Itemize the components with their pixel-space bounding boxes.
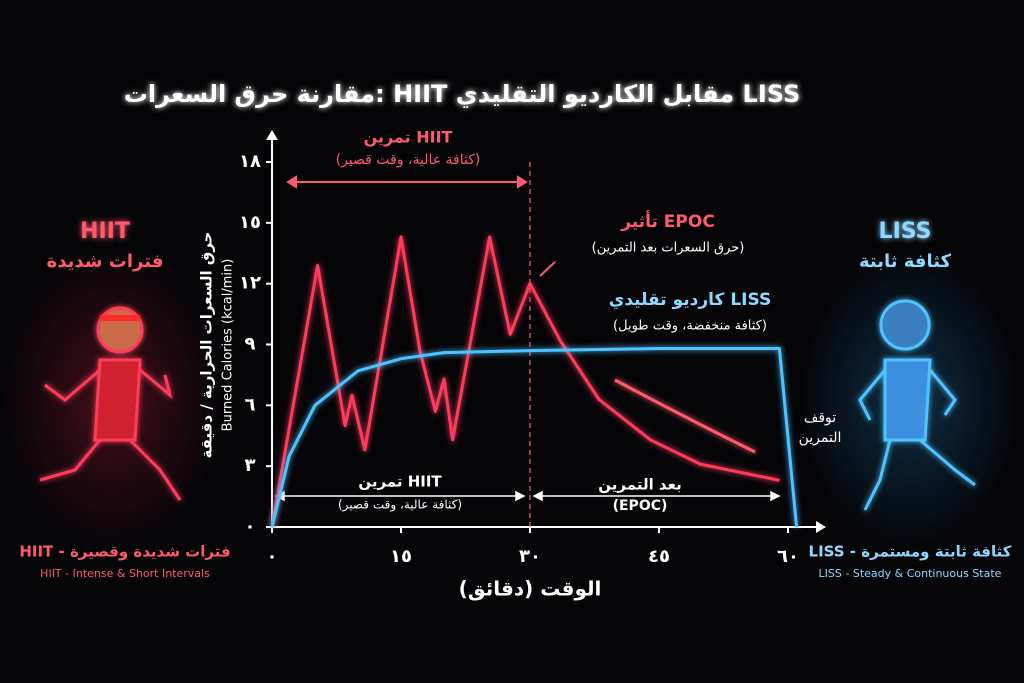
x-axis-arrow bbox=[816, 521, 826, 533]
annotation: تمرين HIIT bbox=[364, 128, 453, 147]
panel-title: LISS bbox=[879, 219, 932, 244]
y-tick-label: ٩ bbox=[245, 334, 256, 355]
annotation: تأثير EPOC bbox=[620, 210, 715, 232]
panel-caption: LISS - كثافة ثابتة ومستمرة bbox=[809, 543, 1012, 561]
y-axis-label: حرق السعرات الحرارية / دقيقة bbox=[198, 232, 216, 459]
pointer-arrow bbox=[539, 261, 556, 277]
x-tick-label: ١٥ bbox=[390, 546, 412, 567]
y-axis-label-en: Burned Calories (kcal/min) bbox=[221, 259, 236, 432]
panel-subtitle: كثافة ثابتة bbox=[859, 251, 952, 272]
annotation: التمرين bbox=[799, 430, 842, 446]
annotation: بعد التمرين bbox=[598, 476, 681, 494]
runner-liss bbox=[858, 299, 976, 511]
panel-title: HIIT bbox=[80, 219, 130, 244]
x-tick-label: ٠ bbox=[267, 546, 278, 567]
panel-caption: HIIT - فترات شديدة وقصيرة bbox=[19, 543, 230, 561]
y-tick-label: ١٥ bbox=[239, 212, 261, 233]
range-arrow bbox=[286, 175, 528, 189]
annotation: (كثافة منخفضة، وقت طويل) bbox=[613, 319, 767, 334]
annotation: (كثافة عالية، وقت قصير) bbox=[338, 498, 462, 513]
annotation: توقف bbox=[804, 410, 836, 426]
y-tick-label: ١٨ bbox=[239, 151, 261, 172]
annotation: (EPOC) bbox=[613, 498, 668, 514]
chart-title: مقارنة حرق السعرات: HIIT مقابل الكارديو … bbox=[124, 80, 801, 108]
range-arrow bbox=[274, 490, 781, 502]
panel-caption-en: HIIT - Intense & Short Intervals bbox=[40, 567, 210, 580]
series-line bbox=[270, 235, 780, 528]
y-tick-label: ١٢ bbox=[239, 273, 261, 294]
annotation: كارديو تقليدي LISS bbox=[609, 290, 771, 310]
series-line bbox=[270, 347, 799, 528]
runner-hiit bbox=[39, 306, 182, 501]
x-axis-label: الوقت (دقائق) bbox=[459, 577, 602, 601]
y-axis-arrow bbox=[266, 130, 278, 140]
panel-subtitle: فترات شديدة bbox=[47, 251, 164, 272]
y-tick-label: ٦ bbox=[245, 394, 256, 415]
x-tick-label: ٣٠ bbox=[519, 546, 541, 567]
x-tick-label: ٦٠ bbox=[777, 546, 799, 567]
panel-caption-en: LISS - Steady & Continuous State bbox=[819, 567, 1002, 580]
y-tick-label: ٣ bbox=[245, 455, 256, 476]
annotation: تمرين HIIT bbox=[358, 473, 442, 491]
x-tick-label: ٤٥ bbox=[648, 546, 670, 567]
pointer-arrow bbox=[614, 378, 756, 454]
y-tick-label: ٠ bbox=[245, 516, 256, 537]
annotation: (كثافة عالية، وقت قصير) bbox=[336, 152, 481, 168]
annotation: (حرق السعرات بعد التمرين) bbox=[592, 241, 745, 256]
